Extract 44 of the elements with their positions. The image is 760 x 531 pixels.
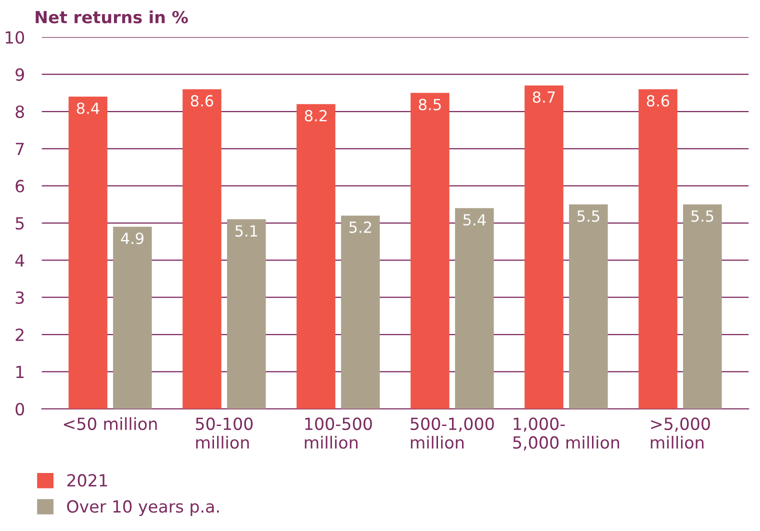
bar: [227, 219, 266, 409]
data-label: 8.7: [532, 91, 555, 103]
bar: [68, 96, 108, 409]
data-label: 5.4: [463, 214, 486, 226]
y-tick-label: 2: [16, 328, 24, 341]
y-tick-label: 10: [6, 31, 24, 44]
bar: [296, 104, 336, 409]
bar: [455, 208, 494, 409]
y-tick-label: 7: [16, 142, 24, 156]
y-tick-label: 8: [16, 105, 24, 118]
legend-label: Over 10 years p.a.: [67, 500, 219, 516]
y-tick-label: 6: [16, 180, 24, 192]
y-tick-label: 9: [16, 68, 24, 81]
x-tick-label: 50-100 million: [196, 418, 253, 449]
bar: [341, 216, 380, 409]
x-tick-label: <50 million: [64, 417, 157, 430]
x-tick-label: >5,000 million: [650, 418, 710, 449]
y-tick-label: 0: [16, 402, 24, 416]
x-tick-label: 1,000- 5,000 million: [513, 418, 620, 450]
bar: [410, 92, 450, 409]
data-label: 5.5: [691, 210, 714, 222]
bar: [569, 204, 608, 409]
data-label: 4.9: [121, 232, 144, 244]
y-tick-label: 5: [16, 217, 24, 230]
data-label: 8.2: [304, 110, 327, 122]
y-tick-label: 3: [16, 291, 24, 304]
chart-title: Net returns in %: [36, 10, 188, 24]
bar: [638, 89, 678, 409]
y-tick-label: 1: [16, 366, 24, 378]
data-label: 5.5: [577, 210, 600, 222]
data-label: 5.1: [235, 225, 258, 237]
y-tick-label: 4: [15, 254, 24, 267]
data-label: 5.2: [349, 221, 372, 233]
bar: [524, 85, 564, 409]
x-tick-label: 100-500 million: [304, 418, 372, 449]
data-label: 8.6: [646, 95, 670, 107]
x-tick-label: 500-1,000 million: [410, 418, 494, 449]
bar: [683, 204, 722, 409]
data-label: 8.6: [190, 95, 214, 107]
legend-label: 2021: [67, 474, 108, 487]
data-label: 8.5: [418, 98, 441, 110]
bar: [113, 226, 152, 409]
bar: [182, 89, 222, 409]
data-label: 8.4: [76, 102, 100, 114]
